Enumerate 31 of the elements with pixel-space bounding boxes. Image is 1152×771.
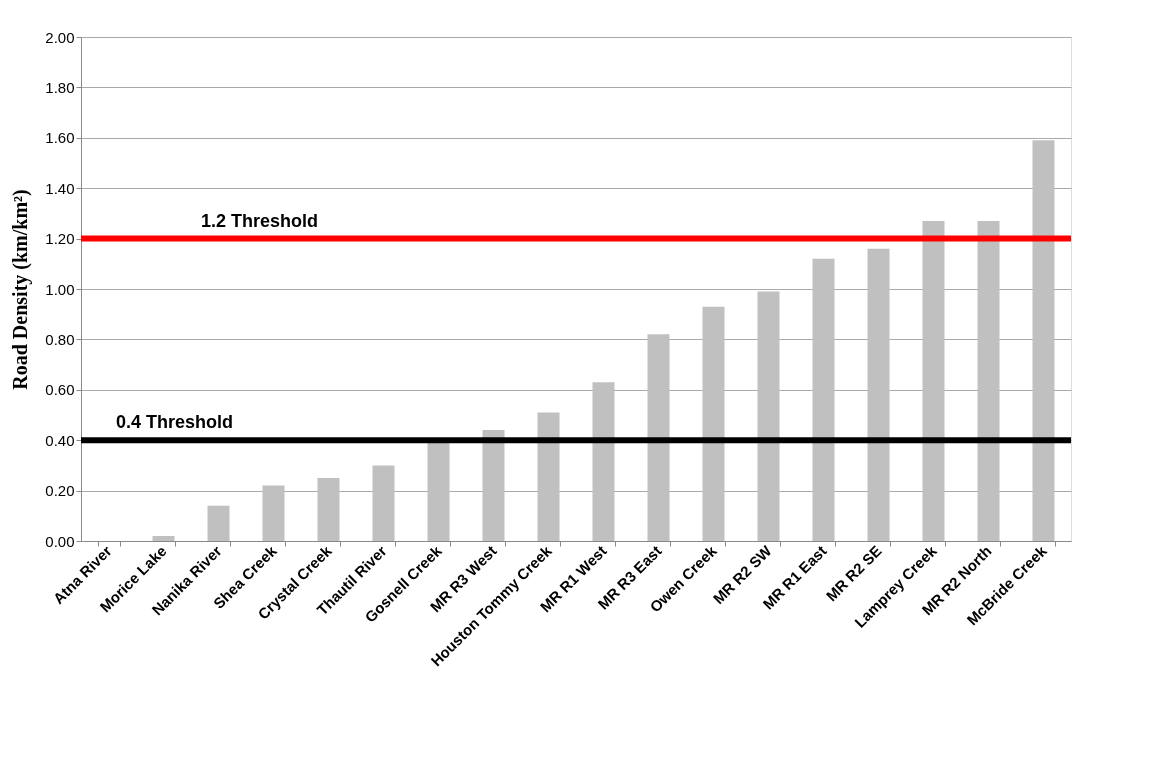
- bar: [262, 485, 285, 541]
- bar: [317, 478, 340, 541]
- y-tick-label: 0.40: [45, 431, 75, 449]
- bar: [757, 291, 780, 541]
- y-tick-label: 1.80: [45, 78, 75, 96]
- y-tick-label: 0.60: [45, 381, 75, 399]
- y-tick-label: 0.80: [45, 330, 75, 348]
- ref-line-label: 1.2 Threshold: [201, 210, 319, 231]
- bar: [427, 440, 450, 541]
- bar: [537, 412, 560, 541]
- bar: [592, 382, 615, 541]
- y-tick-label: 1.40: [45, 179, 75, 197]
- y-tick-label: 0.00: [45, 532, 75, 550]
- y-tick-label: 1.00: [45, 280, 75, 298]
- y-tick-label: 1.60: [45, 129, 75, 147]
- bar: [207, 505, 230, 541]
- y-tick-label: 0.20: [45, 482, 75, 500]
- bar: [812, 258, 835, 541]
- y-axis-title: Road Density (km/km²): [9, 189, 33, 390]
- bar: [372, 465, 395, 541]
- bar: [867, 248, 890, 541]
- bar: [977, 220, 1000, 541]
- y-tick-label: 2.00: [45, 28, 75, 46]
- bar: [647, 334, 670, 541]
- ref-line-label: 0.4 Threshold: [116, 412, 234, 433]
- bar: [482, 430, 505, 541]
- bar: [922, 220, 945, 541]
- bar: [152, 535, 175, 541]
- y-tick-label: 1.20: [45, 230, 75, 248]
- bar: [1032, 140, 1055, 541]
- bar: [702, 306, 725, 541]
